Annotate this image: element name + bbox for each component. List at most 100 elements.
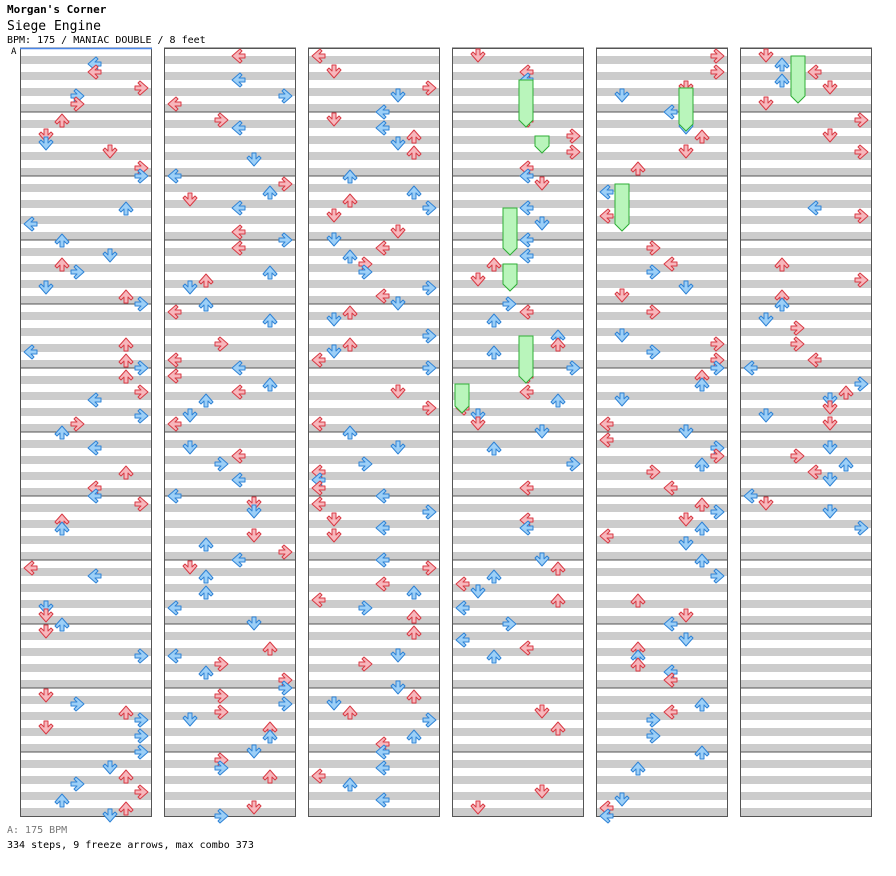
step-arrow-left [663, 104, 678, 120]
step-arrow-up [694, 497, 710, 512]
step-arrow-left [519, 640, 534, 656]
beat-stripe [20, 760, 152, 768]
step-arrow-up [774, 57, 790, 72]
step-arrow-up [406, 585, 422, 600]
step-arrow-up [342, 249, 358, 264]
beat-stripe [740, 88, 872, 96]
beat-stripe [740, 600, 872, 608]
beat-stripe [740, 392, 872, 400]
beat-stripe [596, 456, 728, 464]
step-arrow-down [822, 400, 838, 415]
beat-stripe [452, 440, 584, 448]
step-arrow-down [38, 600, 54, 615]
chart-stats: 334 steps, 9 freeze arrows, max combo 37… [7, 840, 254, 851]
beat-stripe [308, 728, 440, 736]
beat-stripe [308, 696, 440, 704]
step-arrow-down [38, 608, 54, 623]
step-arrow-right [422, 280, 437, 296]
beat-stripe [452, 568, 584, 576]
beat-stripe [596, 776, 728, 784]
beat-stripe [740, 424, 872, 432]
beat-stripe [20, 152, 152, 160]
step-arrow-left [87, 480, 102, 496]
beat-stripe [20, 792, 152, 800]
beat-stripe [596, 712, 728, 720]
step-arrow-right [134, 784, 149, 800]
beat-stripe [20, 360, 152, 368]
step-arrow-left [375, 488, 390, 504]
step-arrow-left [167, 368, 182, 384]
step-arrow-left [519, 160, 534, 176]
step-arrow-down [758, 408, 774, 423]
beat-stripe [164, 488, 296, 496]
freeze-arrow [614, 183, 630, 232]
step-arrow-down [534, 216, 550, 231]
step-arrow-right [710, 64, 725, 80]
step-arrow-down [614, 288, 630, 303]
step-arrow-left [743, 488, 758, 504]
step-arrow-down [678, 632, 694, 647]
beat-stripe [596, 136, 728, 144]
step-arrow-down [822, 128, 838, 143]
beat-stripe [164, 232, 296, 240]
step-arrow-up [118, 353, 134, 368]
step-arrow-down [822, 504, 838, 519]
chart-column [308, 47, 440, 817]
step-arrow-up [406, 145, 422, 160]
beat-stripe [596, 536, 728, 544]
beat-stripe [308, 248, 440, 256]
beat-stripe [740, 408, 872, 416]
step-arrow-down [326, 512, 342, 527]
step-arrow-down [38, 624, 54, 639]
beat-stripe [596, 472, 728, 480]
step-arrow-left [231, 552, 246, 568]
step-arrow-left [519, 200, 534, 216]
step-arrow-right [358, 264, 373, 280]
step-arrow-left [599, 208, 614, 224]
step-arrow-left [375, 792, 390, 808]
step-arrow-down [326, 208, 342, 223]
beat-stripe [740, 776, 872, 784]
beat-stripe [740, 296, 872, 304]
step-arrow-left [87, 56, 102, 72]
step-arrow-down [390, 136, 406, 151]
beat-stripe [164, 392, 296, 400]
beat-stripe [452, 648, 584, 656]
step-arrow-up [118, 369, 134, 384]
step-arrow-left [599, 800, 614, 816]
step-arrow-left [311, 496, 326, 512]
beat-stripe [452, 56, 584, 64]
beat-stripe [740, 248, 872, 256]
beat-stripe [596, 232, 728, 240]
beat-stripe [164, 472, 296, 480]
step-arrow-right [646, 344, 661, 360]
step-arrow-right [214, 808, 229, 824]
bpm-marker: A [11, 47, 17, 57]
beat-stripe [596, 104, 728, 112]
beat-stripe [20, 632, 152, 640]
beat-stripe [20, 600, 152, 608]
step-arrow-left [87, 568, 102, 584]
beat-stripe [740, 808, 872, 816]
freeze-arrow [518, 79, 534, 128]
beat-stripe [452, 712, 584, 720]
step-arrow-left [167, 600, 182, 616]
beat-stripe [596, 184, 728, 192]
step-arrow-left [375, 576, 390, 592]
step-arrow-up [342, 425, 358, 440]
beat-stripe [308, 424, 440, 432]
step-arrow-up [694, 697, 710, 712]
step-arrow-down [390, 296, 406, 311]
step-arrow-right [134, 360, 149, 376]
step-arrow-down [822, 80, 838, 95]
beat-stripe [308, 664, 440, 672]
step-arrow-left [375, 104, 390, 120]
beat-stripe [452, 424, 584, 432]
beat-stripe [20, 568, 152, 576]
step-arrow-left [167, 648, 182, 664]
step-arrow-right [70, 696, 85, 712]
step-arrow-down [246, 800, 262, 815]
step-arrow-down [534, 176, 550, 191]
step-arrow-down [182, 560, 198, 575]
step-arrow-up [198, 297, 214, 312]
